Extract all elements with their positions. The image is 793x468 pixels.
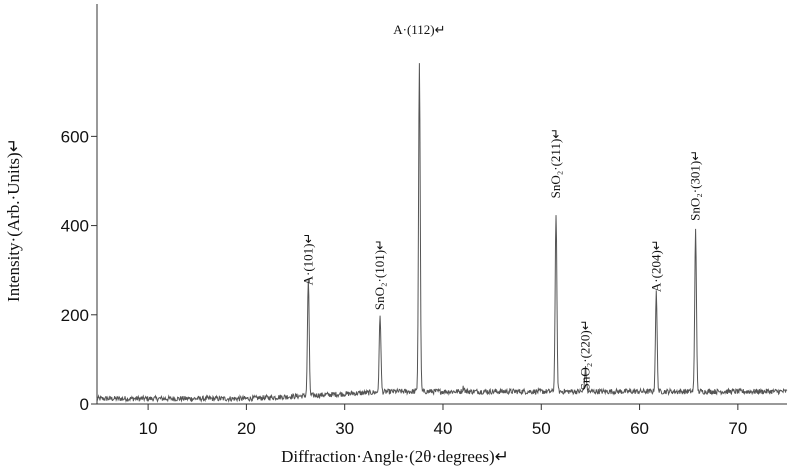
xrd-pattern-line: [96, 63, 788, 403]
plot-frame: [96, 4, 787, 405]
x-axis-label: Diffraction·Angle·(2θ·degrees)↵: [281, 447, 509, 466]
y-tick-label: 400: [61, 217, 89, 236]
tick-layer: 10 20 30 40 50 60 70 0 200 400 600: [61, 127, 748, 438]
x-tick-label: 50: [532, 419, 551, 438]
x-tick-label: 30: [335, 419, 354, 438]
peak-label: A·(112)↵: [393, 22, 445, 37]
peak-label: SnO₂·(220)↵: [578, 319, 593, 390]
y-tick-label: 200: [61, 306, 89, 325]
x-tick-label: 10: [139, 419, 158, 438]
annotation-layer: A·(112)↵ A·(101)↵ SnO₂·(101)↵ SnO₂·(211)↵ Sn…: [300, 22, 702, 391]
x-tick-label: 70: [728, 419, 747, 438]
series-layer: [96, 63, 788, 403]
peak-label: A·(204)↵: [648, 239, 663, 292]
x-tick-label: 60: [630, 419, 649, 438]
peak-label: SnO₂·(301)↵: [688, 150, 703, 221]
y-axis-label: Intensity·(Arb.·Units)↵: [4, 138, 23, 302]
y-tick-label: 0: [80, 395, 89, 414]
peak-label: SnO₂·(101)↵: [372, 239, 387, 310]
x-tick-label: 40: [434, 419, 453, 438]
y-tick-label: 600: [61, 127, 89, 146]
peak-label: SnO₂·(211)↵: [548, 128, 563, 199]
peak-label: A·(101)↵: [300, 233, 315, 286]
x-tick-label: 20: [237, 419, 256, 438]
